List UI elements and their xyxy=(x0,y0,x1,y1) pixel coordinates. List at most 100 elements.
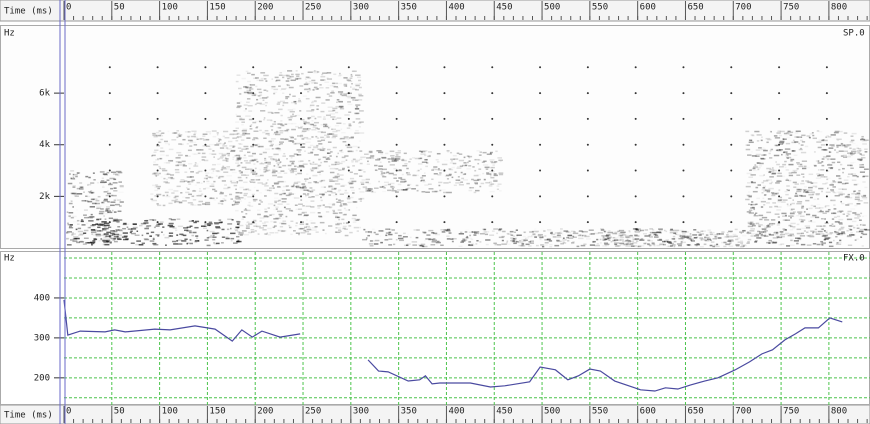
spectrogram-texture xyxy=(815,229,817,231)
spectrogram-texture xyxy=(706,238,708,240)
spectrogram-texture xyxy=(110,233,114,235)
spectrogram-texture xyxy=(139,225,142,227)
spectrogram-texture xyxy=(101,180,104,182)
spectrogram-texture xyxy=(840,167,842,169)
spectrogram-texture xyxy=(747,182,751,184)
spectrogram-texture xyxy=(747,154,751,156)
spectrogram-texture xyxy=(264,185,268,187)
spectrogram-texture xyxy=(261,184,264,186)
spectrogram-texture xyxy=(692,234,697,236)
spectrogram-texture xyxy=(611,232,614,234)
spectrogram-texture xyxy=(96,206,101,208)
spectrogram-texture xyxy=(339,74,342,76)
spectrogram-texture xyxy=(244,198,246,200)
spectrogram-texture xyxy=(213,235,215,237)
spectrogram-texture xyxy=(278,150,281,152)
spectrogram-texture xyxy=(356,219,360,221)
spectrogram-texture xyxy=(735,229,738,231)
spectrogram-texture xyxy=(749,210,752,212)
spectrogram-texture xyxy=(479,186,481,188)
spectrogram-texture xyxy=(209,177,213,179)
spectrogram-texture xyxy=(181,144,184,146)
spectrogram-texture xyxy=(232,204,235,206)
spectrogram-texture xyxy=(266,85,271,87)
spectrogram-texture xyxy=(82,224,86,226)
spectrogram-texture xyxy=(466,168,471,170)
spectrogram-texture xyxy=(315,163,318,165)
spectrogram-texture xyxy=(223,198,226,200)
spectrogram-texture xyxy=(280,101,285,103)
spectrogram-texture xyxy=(116,171,121,173)
spectrogram-texture xyxy=(326,211,329,213)
spectrogram-texture xyxy=(783,219,788,221)
spectrogram-texture xyxy=(312,112,316,114)
spectrogram-texture xyxy=(351,138,353,140)
spectrogram-texture xyxy=(288,225,290,227)
spectrogram-texture xyxy=(454,185,457,187)
spectrogram-texture xyxy=(763,150,768,152)
spectrogram-texture xyxy=(278,164,280,166)
spectrogram-texture xyxy=(86,229,88,231)
spectrogram-texture xyxy=(549,244,552,246)
spectrogram-texture xyxy=(290,111,295,113)
spectrogram-texture xyxy=(243,174,247,176)
spectrogram-texture xyxy=(385,235,387,237)
spectrogram-texture xyxy=(350,86,352,88)
grid-dot xyxy=(204,92,206,94)
spectrogram-texture xyxy=(376,150,381,152)
spectrogram-texture xyxy=(311,109,314,111)
spectrogram-texture xyxy=(241,162,243,164)
spectrogram-texture xyxy=(826,232,828,234)
spectrogram-texture xyxy=(213,242,215,244)
spectrogram-texture xyxy=(286,189,290,191)
spectrogram-texture xyxy=(198,171,202,173)
spectrogram-texture xyxy=(818,211,820,213)
spectrogram-texture xyxy=(153,237,155,239)
spectrogram-texture xyxy=(367,190,370,192)
spectrogram-texture xyxy=(119,205,122,207)
spectrogram-texture xyxy=(336,201,341,203)
spectrogram-texture xyxy=(801,207,804,209)
spectrogram-texture xyxy=(177,218,181,220)
spectrogram-texture xyxy=(154,190,158,192)
spectrogram-texture xyxy=(682,233,686,235)
spectrogram-texture xyxy=(269,214,271,216)
x-axis-label: Time (ms) xyxy=(4,7,53,17)
spectrogram-texture xyxy=(367,163,370,165)
spectrogram-texture xyxy=(330,113,335,115)
spectrogram-texture xyxy=(322,147,324,149)
spectrogram-texture xyxy=(258,233,260,235)
spectrogram-texture xyxy=(796,191,801,193)
spectrogram-texture xyxy=(825,136,827,138)
spectrogram-texture xyxy=(335,112,338,114)
spectrogram-texture xyxy=(495,244,498,246)
spectrogram-texture xyxy=(776,132,780,134)
spectrogram-texture xyxy=(255,86,257,88)
spectrogram-texture xyxy=(762,217,767,219)
spectrogram-texture xyxy=(228,141,232,143)
spectrogram-texture xyxy=(308,197,311,199)
spectrogram-texture xyxy=(299,110,301,112)
spectrogram-texture xyxy=(235,230,238,232)
spectrogram-texture xyxy=(284,199,287,201)
spectrogram-texture xyxy=(273,221,276,223)
spectrogram-texture xyxy=(262,222,266,224)
x-tick-label: 650 xyxy=(687,407,703,417)
spectrogram-texture xyxy=(272,156,276,158)
spectrogram-texture xyxy=(835,131,840,133)
spectrogram-texture xyxy=(257,214,261,216)
spectrogram-texture xyxy=(280,205,284,207)
spectrogram-texture xyxy=(176,152,181,154)
spectrogram-texture xyxy=(402,237,405,239)
spectrogram-texture xyxy=(87,242,92,244)
spectrogram-texture xyxy=(859,166,864,168)
spectrogram-texture xyxy=(292,197,296,199)
spectrogram-texture xyxy=(263,100,265,102)
spectrogram-texture xyxy=(186,197,189,199)
spectrogram-texture xyxy=(622,234,626,236)
spectrogram-texture xyxy=(636,240,638,242)
spectrogram-texture xyxy=(630,235,633,237)
spectrogram-texture xyxy=(352,218,356,220)
grid-dot xyxy=(682,66,684,68)
spectrogram-texture xyxy=(369,151,373,153)
